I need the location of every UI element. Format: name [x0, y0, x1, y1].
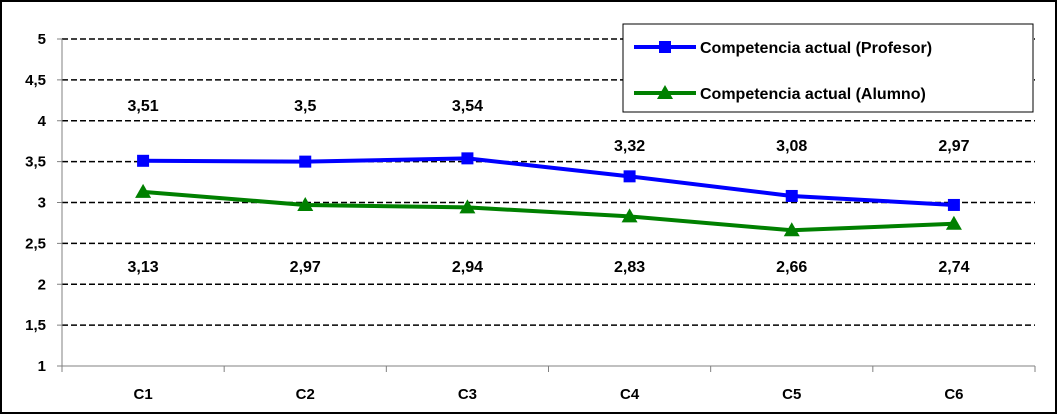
triangle-marker	[135, 183, 152, 198]
y-tick-label: 2	[38, 276, 46, 293]
data-label: 2,97	[290, 259, 321, 276]
y-tick-label: 1,5	[25, 317, 46, 334]
square-marker	[461, 152, 474, 165]
legend-label: Competencia actual (Profesor)	[700, 40, 932, 57]
data-label: 2,66	[776, 259, 807, 276]
square-marker	[299, 155, 312, 168]
data-label: 3,32	[614, 138, 645, 155]
series-2: 3,13 2,97 2,94 2,83 2,66 2,74	[128, 183, 970, 276]
y-tick-label: 2,5	[25, 235, 46, 252]
square-marker	[785, 189, 798, 202]
legend-box	[622, 23, 1034, 113]
x-tick-label: C5	[782, 386, 801, 403]
legend-label: Competencia actual (Alumno)	[700, 86, 926, 103]
data-label: 3,54	[452, 98, 483, 115]
y-tick-label: 4,5	[25, 72, 46, 89]
series-line	[143, 156, 955, 207]
square-marker	[623, 170, 636, 183]
series-line	[142, 189, 954, 233]
y-tick-label: 1	[38, 358, 46, 375]
axes	[57, 38, 1036, 372]
triangle-marker	[945, 215, 962, 230]
data-label: 3,51	[128, 98, 159, 115]
triangle-marker	[783, 222, 800, 237]
x-tick-label: C3	[458, 386, 477, 403]
y-tick-label: 3	[38, 195, 46, 212]
data-label: 3,13	[128, 259, 159, 276]
x-tick-label: C4	[620, 386, 640, 403]
data-label: 2,83	[614, 259, 645, 276]
series-1: 3,51 3,5 3,54 3,32 3,08 2,97	[128, 98, 970, 211]
data-label: 3,5	[294, 98, 316, 115]
series-group: 3,51 3,5 3,54 3,32 3,08 2,97 3,13 2,97 2,94 2,83 2…	[128, 98, 970, 276]
x-tick-label: C6	[944, 386, 963, 403]
triangle-marker	[621, 208, 638, 223]
y-tick-label: 3,5	[25, 154, 46, 171]
triangle-marker	[297, 196, 314, 211]
legend-triangle-marker	[657, 85, 673, 99]
x-tick-label: C1	[133, 386, 152, 403]
y-tick-label: 5	[38, 31, 46, 48]
legend: Competencia actual (Profesor) Competencia…	[622, 23, 1034, 113]
x-tick-label: C2	[296, 386, 315, 403]
legend-square-marker	[659, 41, 671, 53]
data-label: 2,94	[452, 259, 483, 276]
data-label: 3,08	[776, 138, 807, 155]
y-tick-label: 4	[38, 113, 47, 130]
data-label: 2,74	[938, 259, 969, 276]
square-marker	[137, 154, 150, 167]
data-label: 2,97	[938, 138, 969, 155]
square-marker	[947, 198, 960, 211]
triangle-marker	[459, 199, 476, 214]
